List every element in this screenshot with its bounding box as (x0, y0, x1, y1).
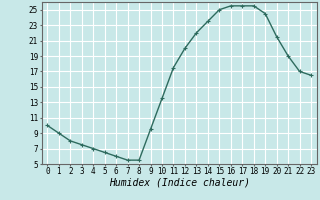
X-axis label: Humidex (Indice chaleur): Humidex (Indice chaleur) (109, 178, 250, 188)
